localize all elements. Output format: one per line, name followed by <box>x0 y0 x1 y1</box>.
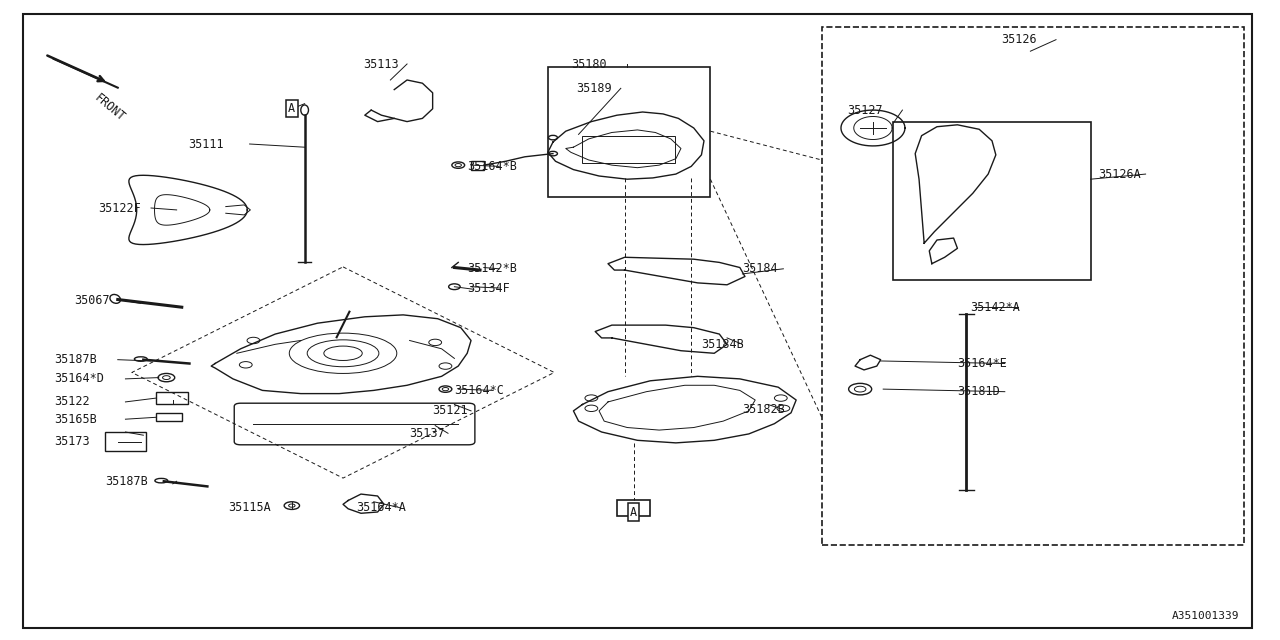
Text: A: A <box>630 506 637 518</box>
Text: 35126: 35126 <box>1001 33 1037 46</box>
Text: 35134F: 35134F <box>467 282 509 294</box>
Bar <box>105 432 146 451</box>
Text: 35142*A: 35142*A <box>970 301 1020 314</box>
Text: 35164*C: 35164*C <box>454 384 504 397</box>
Text: 35180: 35180 <box>571 58 607 70</box>
Text: 35182B: 35182B <box>742 403 785 416</box>
Bar <box>548 67 710 197</box>
Text: 35115A: 35115A <box>228 501 270 514</box>
Text: A: A <box>630 503 637 513</box>
Text: FRONT: FRONT <box>92 91 128 124</box>
Text: 35142*B: 35142*B <box>467 262 517 275</box>
Bar <box>893 122 1091 280</box>
Text: 35164*B: 35164*B <box>467 160 517 173</box>
Ellipse shape <box>289 504 296 507</box>
Text: 35184: 35184 <box>742 262 778 275</box>
Text: 35164*A: 35164*A <box>356 501 406 514</box>
Text: 35164*D: 35164*D <box>54 372 104 385</box>
Text: 35121: 35121 <box>433 404 468 417</box>
Bar <box>822 27 1244 545</box>
Text: A351001339: A351001339 <box>1171 611 1239 621</box>
Text: 35137: 35137 <box>410 427 445 440</box>
Text: 35187B: 35187B <box>105 475 147 488</box>
Text: 35122F: 35122F <box>99 202 141 214</box>
Text: 35165B: 35165B <box>54 413 96 426</box>
Text: 35126A: 35126A <box>1098 168 1140 180</box>
Text: 35164*E: 35164*E <box>957 357 1007 370</box>
Text: 35111: 35111 <box>188 138 224 150</box>
Text: 35113: 35113 <box>364 58 399 70</box>
Bar <box>156 392 188 404</box>
Text: 35187B: 35187B <box>54 353 96 366</box>
Bar <box>471 161 484 170</box>
Bar <box>156 413 182 421</box>
Bar <box>582 136 675 163</box>
Text: A: A <box>288 102 296 115</box>
Text: 35173: 35173 <box>54 435 90 448</box>
Text: 35189: 35189 <box>576 82 612 95</box>
Text: 35122: 35122 <box>54 396 90 408</box>
FancyBboxPatch shape <box>617 500 650 516</box>
Text: 35067: 35067 <box>74 294 110 307</box>
Text: 35184B: 35184B <box>701 338 744 351</box>
Text: 35127: 35127 <box>847 104 883 116</box>
Text: 35181D: 35181D <box>957 385 1000 398</box>
